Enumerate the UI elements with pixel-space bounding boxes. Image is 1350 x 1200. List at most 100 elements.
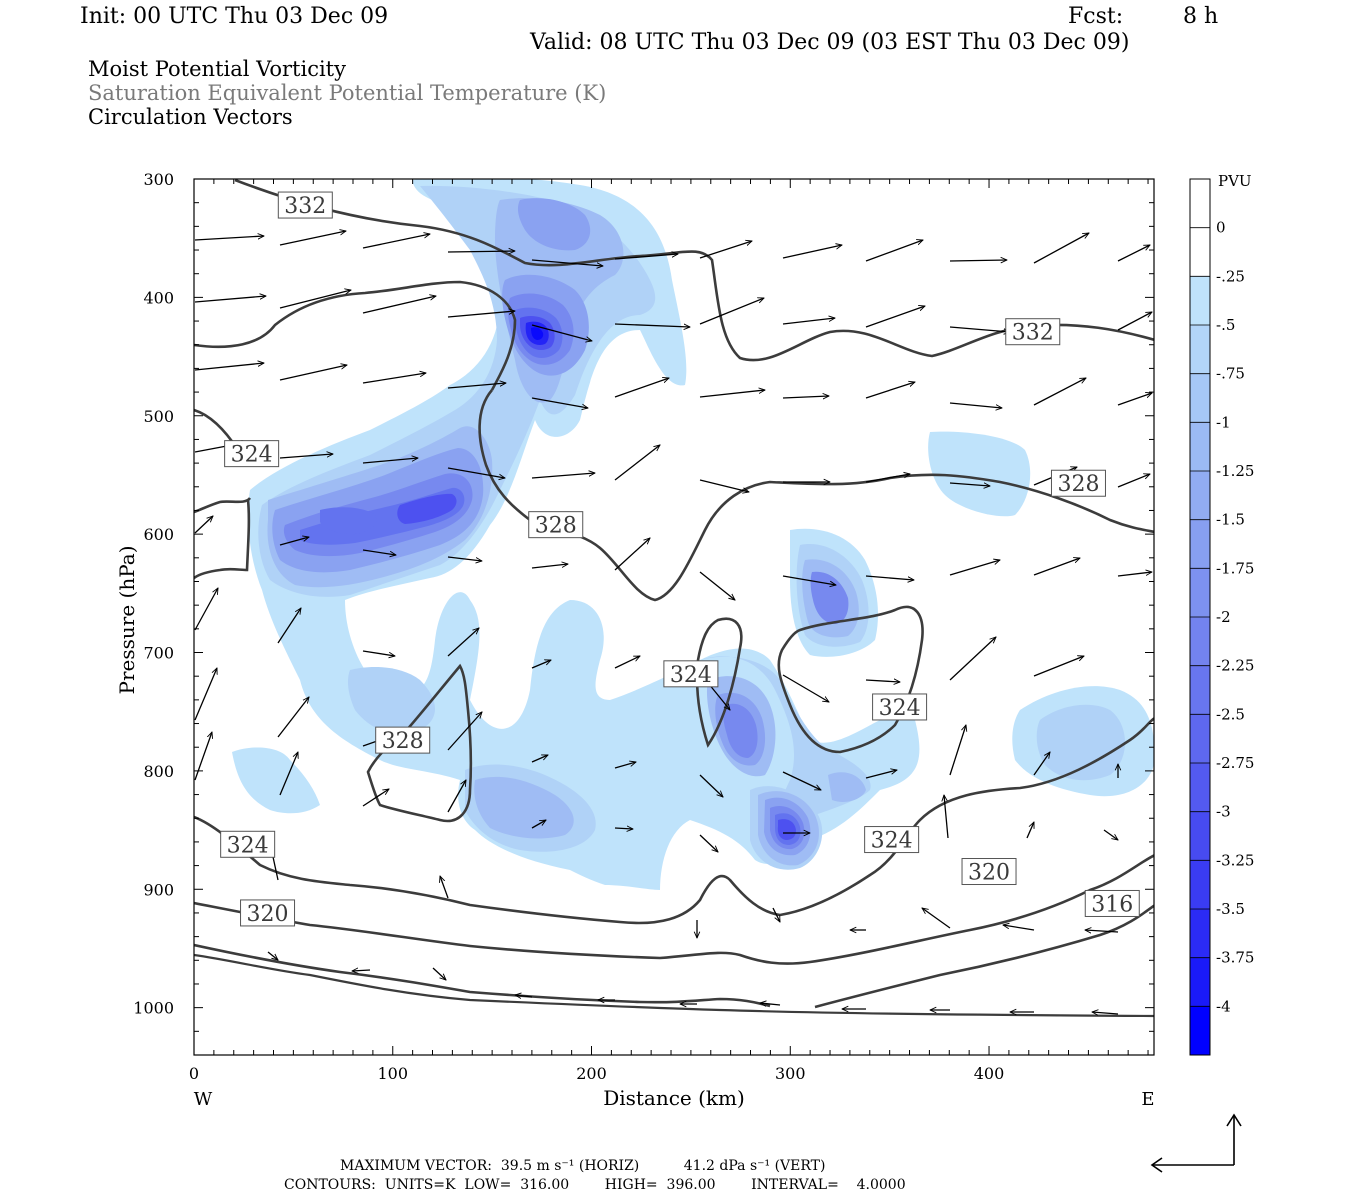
svg-text:324: 324: [227, 833, 269, 858]
colorbar-swatch: [1190, 519, 1210, 569]
vector: [279, 290, 351, 309]
vector: [447, 251, 515, 252]
colorbar-label: -2.75: [1216, 754, 1254, 772]
vector: [782, 771, 821, 791]
colorbar-label: -3.75: [1216, 949, 1254, 967]
colorbar-swatch: [1190, 811, 1210, 861]
svg-text:324: 324: [231, 443, 273, 468]
vector: [922, 908, 951, 929]
x-left-label: W: [194, 1089, 213, 1110]
vector: [699, 834, 718, 852]
vector: [447, 556, 482, 561]
vector: [614, 254, 678, 260]
vector: [772, 907, 781, 922]
vector: [782, 396, 829, 398]
x-right-label: E: [1141, 1089, 1154, 1110]
colorbar-unit: PVU: [1218, 172, 1252, 190]
vector: [531, 259, 603, 266]
contour-324-left: [194, 499, 251, 580]
contour-label: 328: [528, 511, 584, 539]
vector: [614, 323, 690, 327]
vector: [944, 795, 949, 839]
vector: [362, 234, 430, 249]
colorbar-swatch: [1190, 276, 1210, 326]
vector: [447, 780, 467, 813]
colorbar-label: -3.25: [1216, 851, 1254, 869]
colorbar-label: -2.25: [1216, 657, 1254, 675]
vector: [447, 383, 506, 389]
contour-328b: [478, 389, 1154, 602]
vector: [447, 712, 482, 751]
contour-324-low: [194, 717, 1154, 925]
vector: [865, 575, 914, 580]
contour-label: 332: [1005, 318, 1061, 346]
vector: [194, 236, 264, 241]
contour-label: 320: [961, 858, 1017, 886]
contour-332: [234, 179, 1154, 362]
colorbar-swatch: [1190, 957, 1210, 1007]
colorbar-swatch: [1190, 471, 1210, 521]
colorbar: 0 -.25 -.5 -.75 -1 -1.25 -1.5 -1.75 -2 -2.25 -2.5 -…: [1189, 178, 1254, 1056]
forecast-label: Fcst:: [1068, 4, 1124, 29]
vector: [1117, 474, 1150, 488]
colorbar-swatch: [1190, 422, 1210, 472]
svg-text:320: 320: [247, 902, 289, 927]
contour-label: 328: [1050, 469, 1106, 497]
y-tick-label: 400: [143, 288, 174, 307]
vector: [699, 479, 749, 492]
vector: [1033, 232, 1089, 264]
vector: [267, 951, 278, 960]
vector: [531, 659, 551, 669]
vector: [194, 732, 212, 781]
vector: [1117, 393, 1152, 406]
vector: [1033, 752, 1050, 776]
vector: [865, 306, 925, 328]
vector: [614, 378, 669, 398]
colorbar-swatch: [1190, 763, 1210, 813]
vector: [949, 402, 1002, 408]
colorbar-swatch: [1190, 665, 1210, 715]
colorbar-swatch: [1190, 325, 1210, 375]
contour-324-loop-right: [777, 605, 924, 754]
vector: [949, 560, 1000, 576]
x-tick-label: 200: [576, 1064, 607, 1083]
colorbar-label: -3.5: [1216, 900, 1245, 918]
vector: [614, 538, 650, 571]
shade-level-4: [531, 327, 544, 340]
contour-label: 324: [872, 693, 928, 721]
vector: [1085, 930, 1119, 932]
max-vector-info: MAXIMUM VECTOR: 39.5 m s⁻¹ (HORIZ) 41.2 …: [340, 1158, 826, 1174]
vector: [614, 445, 660, 481]
vector: [699, 390, 765, 398]
vector: [279, 365, 347, 381]
vector: [531, 397, 588, 408]
y-tick-label: 700: [143, 644, 174, 663]
vector: [782, 318, 835, 325]
vector: [362, 789, 389, 807]
vector: [515, 995, 533, 997]
colorbar-label: -1.75: [1216, 559, 1254, 577]
vector: [865, 680, 900, 682]
vector: [1003, 925, 1035, 931]
vector: [279, 537, 309, 546]
contour-label: 328: [375, 726, 431, 754]
x-tick-label: 100: [377, 1064, 408, 1083]
colorbar-label: -4: [1216, 997, 1231, 1015]
vector: [1117, 244, 1150, 262]
colorbar-label: -1.25: [1216, 462, 1254, 480]
svg-text:324: 324: [871, 829, 913, 854]
vector: [447, 311, 515, 318]
vector: [949, 637, 996, 681]
contour-332b: [194, 280, 517, 391]
vector: [362, 650, 395, 656]
y-tick-label: 1000: [133, 999, 174, 1018]
vector: [614, 762, 636, 769]
vector: [531, 754, 548, 763]
vector: [699, 241, 752, 259]
colorbar-label: -1.5: [1216, 511, 1245, 529]
vector: [699, 774, 723, 797]
vector: [277, 697, 309, 738]
valid-time: Valid: 08 UTC Thu 03 Dec 09 (03 EST Thu …: [530, 30, 1130, 55]
y-tick-label: 300: [143, 170, 174, 189]
